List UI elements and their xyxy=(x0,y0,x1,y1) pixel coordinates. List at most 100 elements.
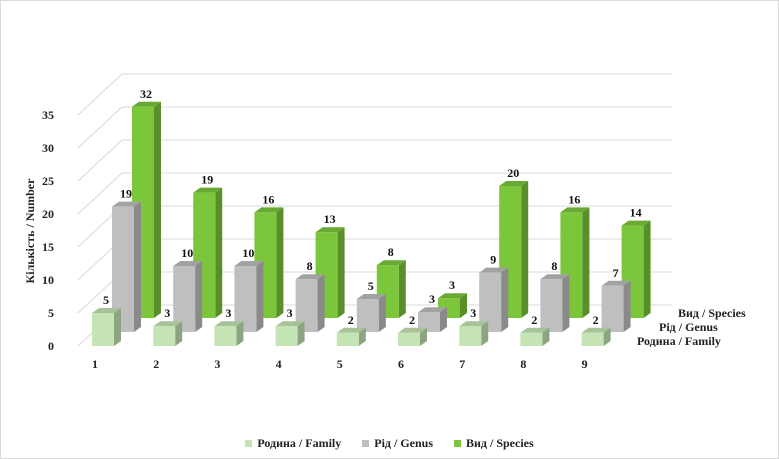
gridline-diagonal xyxy=(77,106,123,149)
data-label: 8 xyxy=(388,245,394,259)
bar-top xyxy=(92,308,121,313)
bar-top xyxy=(438,293,467,299)
bar-side xyxy=(582,207,590,318)
bar-top xyxy=(234,261,264,266)
legend-item-genus: Рід / Genus xyxy=(362,436,433,451)
legend: Родина / Family Рід / Genus Вид / Specie… xyxy=(0,436,779,451)
x-tick-label: 7 xyxy=(459,357,465,371)
bar xyxy=(112,206,134,332)
data-label: 3 xyxy=(225,306,231,320)
bar xyxy=(234,266,257,332)
bar-side xyxy=(175,321,183,346)
data-label: 2 xyxy=(409,313,415,327)
bar-top xyxy=(499,181,529,186)
bar-side xyxy=(337,227,345,318)
bar-top xyxy=(560,207,590,213)
y-tick-label: 25 xyxy=(42,174,54,188)
bar-side xyxy=(440,307,447,332)
legend-swatch-family xyxy=(245,440,253,447)
bar-top xyxy=(376,260,406,266)
legend-swatch-genus xyxy=(362,440,370,447)
bar-top xyxy=(540,274,570,280)
data-label: 10 xyxy=(242,246,254,260)
bar-side xyxy=(317,274,325,332)
bar xyxy=(173,266,196,332)
data-label: 8 xyxy=(307,259,313,273)
data-label: 3 xyxy=(164,306,170,320)
bar xyxy=(540,279,563,332)
bar xyxy=(418,312,440,332)
data-label: 2 xyxy=(593,313,599,327)
data-label: 5 xyxy=(368,279,374,293)
depth-axis-label: Вид / Species xyxy=(678,306,746,320)
bar-side xyxy=(236,321,244,346)
bar-side xyxy=(603,327,611,346)
bar-side xyxy=(358,327,366,346)
gridline-diagonal xyxy=(77,172,123,215)
y-axis-label: Кількість / Number xyxy=(23,178,37,284)
bar-top xyxy=(112,201,141,207)
gridline-diagonal xyxy=(77,73,123,116)
bar-side xyxy=(460,293,467,318)
depth-axis-label: Родина / Family xyxy=(637,334,721,348)
x-tick-label: 5 xyxy=(337,357,343,371)
data-label: 32 xyxy=(140,87,152,101)
data-label: 20 xyxy=(507,166,519,180)
legend-label-species: Вид / Species xyxy=(466,436,534,450)
data-label: 13 xyxy=(324,212,336,226)
bar-side xyxy=(195,261,203,332)
y-tick-label: 5 xyxy=(48,306,54,320)
y-tick-label: 15 xyxy=(42,240,54,254)
bar-side xyxy=(643,220,651,318)
data-label: 19 xyxy=(120,187,132,201)
bar xyxy=(356,299,379,332)
bar-side xyxy=(562,274,570,332)
y-tick-label: 0 xyxy=(48,339,54,353)
bar-side xyxy=(542,327,550,346)
legend-item-family: Родина / Family xyxy=(245,436,341,451)
data-label: 8 xyxy=(551,259,557,273)
bar-top xyxy=(418,307,447,313)
bar xyxy=(398,332,420,346)
bar-top xyxy=(275,321,305,327)
y-tick-label: 30 xyxy=(42,141,54,155)
x-tick-label: 2 xyxy=(153,357,159,371)
bar-top xyxy=(132,101,161,107)
depth-axis-label: Рід / Genus xyxy=(659,320,718,334)
bar-top xyxy=(398,327,427,333)
bar-side xyxy=(378,294,386,332)
bar-side xyxy=(154,101,161,318)
bar xyxy=(275,326,298,346)
bar xyxy=(295,279,318,332)
bar xyxy=(601,285,624,332)
bar-side xyxy=(481,321,489,346)
x-tick-label: 4 xyxy=(276,357,282,371)
bar xyxy=(336,332,359,346)
bar xyxy=(92,313,114,346)
bar-top xyxy=(479,267,509,273)
bar-side xyxy=(215,187,223,318)
bar xyxy=(520,332,543,346)
bar-side xyxy=(420,327,427,346)
legend-label-genus: Рід / Genus xyxy=(374,436,433,450)
bar-side xyxy=(297,321,305,346)
data-label: 3 xyxy=(429,292,435,306)
data-label: 16 xyxy=(262,192,274,206)
bar-top xyxy=(254,207,284,213)
data-label: 19 xyxy=(201,173,213,187)
bar-top xyxy=(336,327,366,333)
data-label: 2 xyxy=(531,313,537,327)
data-label: 10 xyxy=(181,246,193,260)
legend-swatch-species xyxy=(454,440,461,447)
data-label: 9 xyxy=(490,253,496,267)
bar-top xyxy=(193,187,223,193)
bar-side xyxy=(256,261,264,332)
bar-side xyxy=(623,280,631,332)
bar-side xyxy=(501,267,509,332)
bar-side xyxy=(134,201,141,332)
x-tick-label: 9 xyxy=(582,357,588,371)
bar-top xyxy=(153,321,183,327)
bar-top xyxy=(520,327,550,333)
bar-top xyxy=(601,280,631,286)
